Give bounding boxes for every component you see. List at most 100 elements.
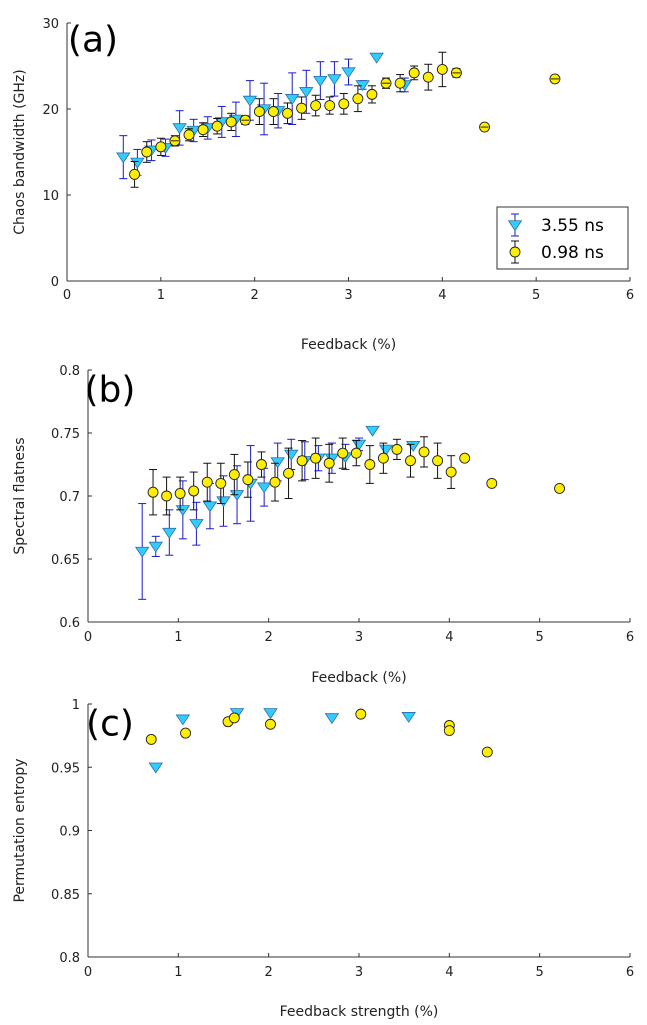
data-point (129, 168, 141, 180)
y-tick-label: 0.85 (51, 888, 80, 903)
x-tick-label: 2 (265, 630, 273, 645)
legend-marker-triangle (507, 220, 523, 232)
x-tick-label: 2 (265, 965, 273, 980)
chart-panel-b: 0 1 2 3 4 5 6 0.6 0.65 0.7 0.75 0.8 Feedback (%) Spec… (12, 364, 634, 686)
x-tick-label: 0 (84, 630, 92, 645)
y-tick-label: 0.65 (51, 553, 80, 568)
x-tick-label: 1 (174, 965, 182, 980)
data-point (296, 102, 308, 114)
x-tick-label: 6 (626, 965, 634, 980)
y-tick-label: 0.95 (51, 761, 80, 776)
data-point (180, 727, 192, 739)
y-tick-label: 0.8 (59, 951, 80, 966)
data-point (253, 106, 265, 118)
y-tick-label: 0.8 (59, 364, 80, 379)
data-point (310, 452, 322, 464)
data-point (155, 141, 167, 153)
x-tick-label: 3 (355, 630, 363, 645)
data-point (201, 476, 213, 488)
data-point (189, 519, 204, 530)
y-axis-label: Spectral flatness (12, 437, 28, 554)
data-point (216, 496, 231, 508)
x-tick-label: 4 (445, 965, 453, 980)
data-point (405, 455, 416, 467)
data-point (432, 455, 444, 467)
legend-entry-label: 0.98 ns (541, 243, 604, 263)
data-point (211, 120, 223, 132)
y-axis-label: Permutation entropy (12, 758, 28, 902)
data-point (265, 718, 276, 730)
data-point (436, 63, 448, 75)
x-axis-label: Feedback strength (%) (280, 1004, 439, 1020)
data-point (225, 116, 237, 128)
data-point (418, 446, 430, 458)
data-point (183, 129, 195, 141)
data-point (481, 746, 493, 758)
data-point (284, 449, 299, 461)
data-point (324, 100, 336, 112)
data-point (296, 455, 308, 467)
panel-label: (a) (68, 20, 118, 61)
legend-entry-label: 3.55 ns (541, 216, 604, 236)
x-tick-label: 1 (174, 630, 182, 645)
y-tick-label: 10 (42, 189, 59, 204)
data-point (116, 152, 131, 164)
series-triangles (116, 52, 413, 180)
data-point (405, 440, 421, 452)
data-point (554, 482, 565, 494)
series-triangles (134, 425, 421, 600)
x-tick-label: 1 (157, 288, 165, 303)
data-point (228, 469, 240, 481)
data-point (147, 486, 159, 498)
data-point (313, 75, 328, 87)
data-point (282, 107, 293, 119)
data-point (145, 733, 157, 745)
y-tick-label: 1 (72, 698, 80, 713)
data-point (202, 501, 218, 513)
series-triangles (148, 708, 416, 774)
data-point (391, 443, 403, 455)
x-tick-label: 0 (84, 965, 92, 980)
data-point (369, 52, 384, 64)
data-point (175, 505, 191, 517)
data-point (174, 488, 186, 499)
x-tick-label: 6 (626, 630, 634, 645)
data-point (394, 77, 406, 89)
data-point (269, 476, 281, 488)
data-point (215, 477, 227, 489)
series-circles (129, 51, 561, 188)
data-point (134, 546, 150, 558)
data-point (161, 490, 173, 502)
data-point (366, 88, 378, 100)
y-tick-label: 0.6 (59, 616, 80, 631)
data-point (350, 447, 362, 459)
legend-box (496, 206, 629, 270)
data-point (228, 712, 240, 724)
data-point (443, 725, 455, 737)
x-tick-label: 3 (344, 288, 352, 303)
data-point (323, 457, 335, 469)
data-point (172, 123, 187, 135)
x-tick-label: 4 (438, 288, 446, 303)
y-tick-label: 0.75 (51, 427, 80, 442)
data-point (299, 87, 314, 99)
data-point (338, 98, 350, 110)
y-tick-label: 0.9 (59, 825, 80, 840)
data-point (486, 477, 498, 489)
data-point (445, 466, 457, 478)
data-point (148, 762, 163, 774)
data-point (327, 74, 342, 86)
data-point (188, 485, 200, 497)
data-point (242, 95, 258, 107)
y-tick-label: 0.7 (59, 490, 80, 505)
data-point (378, 444, 394, 456)
x-tick-label: 3 (355, 965, 363, 980)
y-tick-label: 30 (42, 17, 59, 32)
legend-marker-circle (509, 246, 521, 258)
data-point (364, 459, 376, 470)
data-point (341, 67, 356, 79)
x-tick-label: 5 (536, 965, 544, 980)
data-point (242, 474, 254, 486)
series-circles (147, 436, 565, 516)
